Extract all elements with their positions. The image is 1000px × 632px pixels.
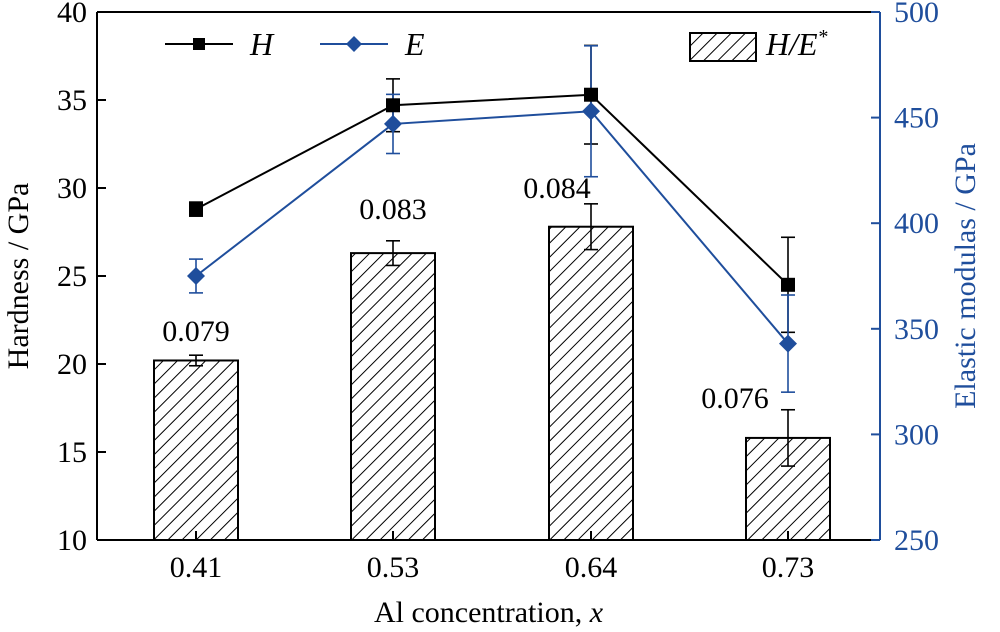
series-e-line	[195, 110, 789, 345]
bar-errorbar-1	[189, 354, 203, 367]
right-y-tick-label: 350	[894, 313, 939, 346]
bar-value-label: 0.083	[359, 193, 427, 226]
h-point-1	[189, 202, 203, 217]
lines-layer	[187, 44, 797, 393]
y-tick-label: 10	[57, 524, 87, 557]
legend-he-label-sup: *	[818, 26, 828, 48]
right-y-axis-label: Elastic modulas / GPa	[949, 143, 982, 409]
bar-he-1	[153, 359, 239, 542]
legend-he-label-main: H/E	[765, 26, 818, 62]
legend-he-label: H/E*	[765, 26, 828, 62]
x-axis-label: Al concentration, x	[374, 596, 604, 629]
x-axis-label-variable: x	[589, 596, 604, 629]
bars-layer: 0.079 0.083 0.084 0.076	[153, 172, 831, 542]
y-tick-label: 30	[57, 172, 87, 205]
y-tick-label: 25	[57, 260, 87, 293]
y-tick-label: 40	[57, 0, 87, 29]
e-point-1	[187, 267, 205, 285]
bar-value-label: 0.084	[523, 172, 591, 205]
h-point-2	[386, 98, 400, 113]
y-tick-label: 15	[57, 436, 87, 469]
legend-he-swatch	[689, 32, 757, 62]
right-y-tick-label: 250	[894, 524, 939, 557]
bar-errorbar-4	[781, 408, 795, 467]
legend-h-marker	[193, 38, 205, 50]
bar-he-3	[548, 225, 634, 541]
legend: H E H/E*	[165, 26, 828, 62]
y-tick-label: 35	[57, 84, 87, 117]
bar-he-2	[350, 252, 436, 541]
y-axis-label: Hardness / GPa	[2, 183, 35, 370]
right-y-tick-label: 300	[894, 418, 939, 451]
x-axis-label-main: Al concentration,	[374, 596, 590, 629]
x-tick-label: 0.53	[367, 551, 420, 584]
legend-h-label: H	[249, 26, 275, 62]
bar-errorbar-2	[386, 240, 400, 267]
right-y-tick-label: 500	[894, 0, 939, 29]
x-tick-label: 0.64	[565, 551, 618, 584]
h-point-3	[584, 87, 598, 102]
bar-value-label: 0.076	[701, 382, 769, 415]
right-y-tick-label: 400	[894, 207, 939, 240]
bar-errorbar-3	[584, 203, 598, 251]
x-tick-label: 0.73	[762, 551, 815, 584]
y-tick-label: 20	[57, 348, 87, 381]
h-point-4	[781, 277, 795, 292]
ticks-layer: 10 15 20 25 30 35 40 250 300 350 400 450 500 0.41 0.53…	[57, 0, 939, 584]
e-point-3	[582, 102, 600, 121]
series-h-line	[195, 93, 789, 286]
legend-e-marker	[346, 36, 362, 52]
right-y-tick-label: 450	[894, 102, 939, 135]
e-point-2	[384, 114, 402, 133]
bar-value-label: 0.079	[162, 315, 230, 348]
x-tick-label: 0.41	[170, 551, 223, 584]
legend-e-label: E	[404, 26, 425, 62]
e-point-4	[779, 334, 797, 353]
